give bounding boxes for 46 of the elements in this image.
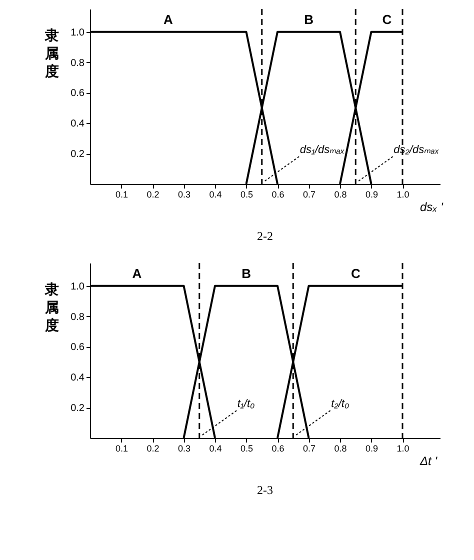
x-tick-label: 0.5	[240, 444, 254, 454]
x-tick-label: 0.2	[146, 190, 160, 200]
series-label: C	[382, 12, 392, 27]
x-tick-label: 0.2	[146, 444, 160, 454]
x-tick-label: 0.7	[302, 444, 316, 454]
y-tick-label: 0.2	[70, 403, 85, 414]
x-tick-label: 0.4	[209, 444, 222, 454]
series-label: A	[132, 266, 142, 281]
y-tick-label: 0.4	[70, 118, 85, 130]
series-label: B	[304, 12, 314, 27]
x-tick-label: 0.8	[334, 444, 347, 454]
x-tick-label: 0.8	[334, 190, 347, 200]
y-tick-label: 0.2	[70, 149, 85, 160]
x-tick-label: 0.3	[178, 444, 191, 454]
y-axis-title: 隶属度	[44, 27, 59, 79]
x-tick-label: 0.5	[240, 190, 254, 200]
annotation: t₂/t₀	[331, 398, 350, 410]
y-axis-title: 隶属度	[44, 281, 59, 333]
x-axis-title: dsₓ '	[420, 200, 444, 214]
x-axis-title: Δt '	[419, 454, 438, 468]
x-tick-label: 0.6	[272, 190, 284, 200]
x-tick-label: 0.9	[365, 190, 378, 200]
x-tick-label: 0.1	[115, 444, 128, 454]
text: 2-3	[257, 483, 273, 497]
annotation: t₁/t₀	[237, 398, 256, 410]
x-tick-label: 0.3	[178, 190, 191, 200]
y-tick-label: 0.6	[70, 342, 85, 354]
annotation: ds₂/dsₘₐₓ	[394, 144, 440, 156]
x-tick-label: 0.7	[302, 190, 316, 200]
x-tick-label: 1.0	[396, 190, 410, 200]
x-tick-label: 0.6	[272, 444, 284, 454]
series-label: A	[163, 12, 174, 27]
y-tick-label: 1.0	[70, 281, 85, 292]
series-label: C	[350, 266, 361, 281]
annotation: ds₁/dsₘₐₓ	[300, 144, 345, 156]
series-label: B	[242, 266, 251, 281]
x-tick-label: 0.1	[115, 190, 128, 200]
y-tick-label: 0.8	[70, 58, 85, 69]
y-tick-label: 0.4	[70, 372, 85, 384]
x-tick-label: 1.0	[396, 444, 410, 454]
x-tick-label: 0.4	[209, 190, 222, 200]
text: 2-2	[257, 229, 273, 243]
y-tick-label: 0.6	[70, 88, 85, 100]
x-tick-label: 0.9	[365, 444, 378, 454]
y-tick-label: 1.0	[70, 27, 85, 38]
y-tick-label: 0.8	[70, 312, 85, 323]
